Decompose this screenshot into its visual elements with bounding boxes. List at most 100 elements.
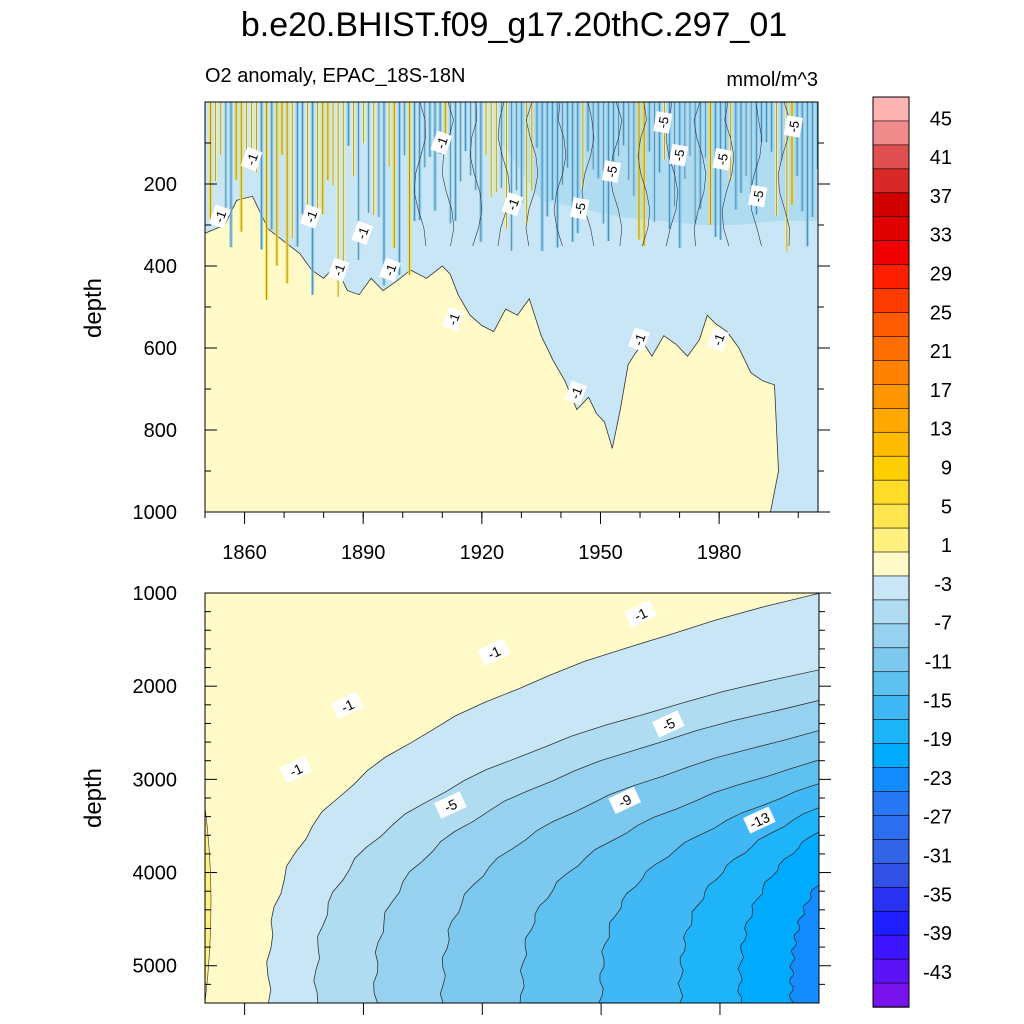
colorbar-box	[872, 144, 910, 170]
colorbar-label: 45	[930, 108, 952, 130]
colorbar-label: 37	[930, 186, 952, 208]
top-y-tick-label: 1000	[133, 502, 178, 524]
top-contour-label-bg	[351, 220, 374, 245]
bottom-plot-area: -1 -1 -1 -1 -5 -5 -9 -13	[204, 592, 820, 1004]
top-contour-label-text: -1	[445, 311, 463, 327]
top-contour-label-text: -5	[655, 115, 672, 129]
colorbar-box	[872, 96, 910, 122]
top-contour-label: -5	[653, 111, 673, 134]
top-contour-label-text: -1	[211, 209, 229, 225]
top-contour-label-bg	[564, 380, 587, 405]
bottom-contour-label-bg	[608, 786, 641, 814]
colorbar-box	[872, 623, 910, 649]
bottom-contour-label: -5	[652, 710, 685, 738]
bottom-contour-label-bg	[652, 710, 685, 738]
top-plot-area: -1 -1 -1 -1 -1 -1 -1 -1 -1 -1 -1 -1 -5 -5 -5 -5 -5 -5 -5	[204, 101, 819, 513]
top-intermediate-contour	[525, 102, 539, 247]
bottom-contour-label: -1	[624, 600, 657, 628]
top-contour-label-bg	[783, 115, 803, 138]
top-contour-label-text: -5	[572, 202, 589, 216]
top-panel: O2 anomaly, EPAC_18S-18N mmol/m^3 -1-1 -1…	[80, 65, 830, 564]
top-contour-label-bg	[208, 204, 231, 229]
top-y-tick-label: 600	[144, 338, 177, 360]
colorbar-box	[872, 647, 910, 673]
colorbar-box	[872, 312, 910, 338]
colorbar-label: 9	[941, 458, 952, 480]
colorbar-box	[872, 168, 910, 194]
colorbar-label: -15	[923, 690, 952, 712]
colorbar-box	[872, 958, 910, 984]
top-contour-label-text: -1	[567, 385, 585, 401]
top-contour-label-text: -1	[433, 135, 451, 151]
colorbar-box	[872, 599, 910, 625]
colorbar-box	[872, 839, 910, 865]
colorbar-box	[872, 695, 910, 721]
top-contour-label: -5	[570, 197, 590, 220]
bottom-y-tick-label: 4000	[133, 863, 178, 885]
top-contour-label-text: -1	[243, 151, 261, 167]
top-x-tick-label: 1920	[460, 542, 505, 564]
top-contour-label-bg	[442, 306, 465, 332]
top-subtitle-right: mmol/m^3	[726, 69, 818, 91]
colorbar-border	[872, 96, 910, 1008]
top-contour-label: -1	[707, 327, 730, 352]
top-contour-label: -1	[430, 130, 453, 155]
colorbar-label: -39	[923, 923, 952, 945]
top-contour-label: -1	[240, 146, 263, 172]
colorbar-box	[872, 384, 910, 410]
bottom-contour-level	[788, 883, 819, 1003]
top-intermediate-contour	[469, 102, 483, 247]
bottom-panel: -1 -1 -1 -1 -5 -5 -9 -13 1000 2000 3000 4000 5000 d…	[80, 583, 831, 1015]
colorbar-label: -35	[923, 884, 952, 906]
bottom-contour-label-text: -13	[747, 809, 772, 832]
colorbar-box	[872, 551, 910, 577]
top-y-axis: 200 400 600 800 1000	[133, 142, 830, 524]
top-contour-label-bg	[501, 192, 524, 217]
top-contour-label-bg	[327, 257, 350, 282]
top-contour-label-text: -1	[504, 196, 522, 212]
colorbar: 45 41 37 33 29 25 21 17 13 9 5 1 -3 -7 -11 -15 -19 -23 -27…	[872, 96, 952, 1008]
bottom-contour-label-bg	[743, 806, 776, 834]
top-contour-label: -1	[628, 327, 650, 352]
top-contour-label: -5	[601, 160, 621, 183]
colorbar-label: 25	[930, 302, 952, 324]
bottom-contour-label-bg	[331, 691, 364, 719]
colorbar-box	[872, 863, 910, 888]
top-contour-label: -5	[748, 184, 768, 208]
bottom-contour-label: -1	[279, 755, 313, 784]
top-contour-label-text: -1	[302, 209, 320, 225]
top-contour-label-bg	[628, 327, 650, 352]
colorbar-box	[872, 743, 910, 769]
bottom-contour-label-bg	[434, 791, 467, 819]
bottom-contour-label: -9	[608, 786, 641, 814]
top-contour-label-bg	[240, 146, 263, 172]
colorbar-box	[872, 216, 910, 242]
colorbar-box	[872, 910, 910, 936]
top-contour-label: -1	[442, 306, 465, 332]
top-contour-label: -1	[351, 220, 374, 245]
top-contours: -1 -1 -1 -1 -1 -1 -1 -1 -1 -1 -1 -1 -5 -5 -5 -5 -5 -5 -5	[205, 102, 818, 512]
colorbar-box	[872, 982, 910, 1008]
colorbar-box	[872, 264, 910, 290]
top-contour-label-text: -5	[750, 189, 767, 203]
colorbar-label: -19	[923, 729, 952, 751]
colorbar-box	[872, 527, 910, 553]
top-intermediate-contour	[721, 102, 735, 247]
top-contour-label: -1	[379, 257, 401, 282]
top-y-axis-label: depth	[80, 278, 107, 338]
top-contour-label-text: -5	[714, 152, 731, 166]
colorbar-box	[872, 503, 910, 529]
colorbar-label: 5	[941, 496, 952, 518]
top-contour-label-bg	[570, 197, 590, 220]
bottom-contour-label: -1	[331, 691, 364, 719]
top-contour-label: -1	[299, 204, 322, 229]
colorbar-box	[872, 719, 910, 745]
top-contour-label-bg	[601, 160, 621, 183]
top-y-tick-label: 800	[144, 420, 177, 442]
top-contour-label: -5	[669, 143, 689, 167]
top-contour-label-bg	[748, 184, 768, 208]
top-contour-label-text: -1	[710, 332, 728, 348]
top-intermediate-contour	[693, 102, 707, 247]
bottom-y-axis: 1000 2000 3000 4000 5000	[133, 583, 831, 985]
